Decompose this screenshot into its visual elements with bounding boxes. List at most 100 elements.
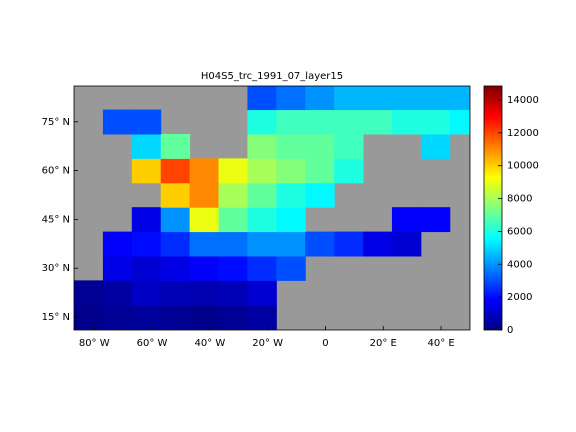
y-tick-label: 75° N [42, 117, 70, 128]
field-cell [189, 304, 220, 330]
x-tick-label: 80° W [79, 338, 110, 349]
field-cell [218, 304, 248, 330]
field-cell [131, 231, 162, 257]
field-cell [102, 280, 133, 306]
field-cell [247, 207, 277, 233]
field-cell [391, 109, 422, 135]
field-cell [305, 109, 335, 135]
field-cell [420, 86, 451, 111]
field-cell [247, 109, 277, 135]
field-cell [305, 158, 335, 184]
field-cell [131, 280, 162, 306]
field-cell [218, 231, 248, 257]
colorbar-tick-label: 8000 [507, 194, 532, 205]
field-cell [276, 207, 306, 233]
y-tick-label: 60° N [42, 166, 70, 177]
field-cell [247, 86, 277, 111]
field-cell [334, 231, 364, 257]
field-cell [131, 304, 162, 330]
axes-box [73, 85, 471, 331]
field-cell [189, 182, 220, 208]
field-cell [74, 304, 104, 330]
field-cell [189, 231, 220, 257]
field-cell [247, 280, 277, 306]
field-cell [160, 231, 191, 257]
field-cell [131, 255, 162, 281]
field-cell [189, 280, 220, 306]
colorbar-tick-label: 12000 [507, 128, 539, 139]
field-cell [420, 133, 451, 159]
x-tick-label: 0 [322, 338, 328, 349]
field-cell [276, 231, 306, 257]
colorbar [483, 85, 503, 331]
field-cell [160, 182, 191, 208]
field [74, 86, 470, 330]
y-tick-label: 30° N [42, 263, 70, 274]
field-cell [102, 231, 133, 257]
field-cell [363, 231, 393, 257]
field-cell [363, 86, 393, 111]
x-tick-label: 20° E [370, 338, 397, 349]
field-cell [160, 304, 191, 330]
field-cell [276, 182, 306, 208]
colorbar-tick-label: 10000 [507, 161, 539, 172]
field-cell [391, 207, 422, 233]
field-cell [131, 207, 162, 233]
field-cell [334, 86, 364, 111]
field-cell [334, 158, 364, 184]
field-cell [189, 158, 220, 184]
field-cell [391, 231, 422, 257]
field-cell [131, 133, 162, 159]
field-cell [391, 86, 422, 111]
field-cell [334, 133, 364, 159]
y-tick-label: 15° N [42, 312, 70, 323]
field-cell [160, 158, 191, 184]
field-cell [160, 255, 191, 281]
x-tick-label: 20° W [252, 338, 283, 349]
field-cell [420, 207, 451, 233]
field-cell [449, 86, 470, 111]
field-cell [189, 255, 220, 281]
field-cell [160, 207, 191, 233]
field-cell [102, 304, 133, 330]
x-tick-label: 40° W [194, 338, 225, 349]
colorbar-tick-label: 14000 [507, 95, 539, 106]
field-cell [305, 133, 335, 159]
field-cell [247, 182, 277, 208]
field-cell [276, 255, 306, 281]
field-cell [247, 158, 277, 184]
colorbar-tick-label: 2000 [507, 292, 532, 303]
field-cell [218, 280, 248, 306]
field-cell [189, 207, 220, 233]
map-title: H04S5_trc_1991_07_layer15 [201, 71, 343, 82]
field-cell [276, 158, 306, 184]
field-cell [276, 86, 306, 111]
x-tick-label: 40° E [427, 338, 454, 349]
colorbar-tick-label: 0 [507, 325, 513, 336]
colorbar-tick-label: 4000 [507, 259, 532, 270]
field-cell [334, 109, 364, 135]
field-cell [102, 255, 133, 281]
field-cell [102, 109, 133, 135]
field-cell [305, 86, 335, 111]
field-cell [218, 158, 248, 184]
colorbar-tick-label: 6000 [507, 226, 532, 237]
field-cell [305, 231, 335, 257]
field-cell [131, 109, 162, 135]
field-cell [218, 182, 248, 208]
field-cell [74, 280, 104, 306]
field-cell [305, 182, 335, 208]
field-cell [276, 133, 306, 159]
field-cell [363, 109, 393, 135]
x-tick-label: 60° W [137, 338, 168, 349]
field-cell [131, 158, 162, 184]
field-cell [449, 109, 470, 135]
field-cell [247, 304, 277, 330]
field-cell [247, 255, 277, 281]
field-cell [276, 109, 306, 135]
field-cell [247, 133, 277, 159]
field-cell [160, 280, 191, 306]
field-cell [218, 207, 248, 233]
